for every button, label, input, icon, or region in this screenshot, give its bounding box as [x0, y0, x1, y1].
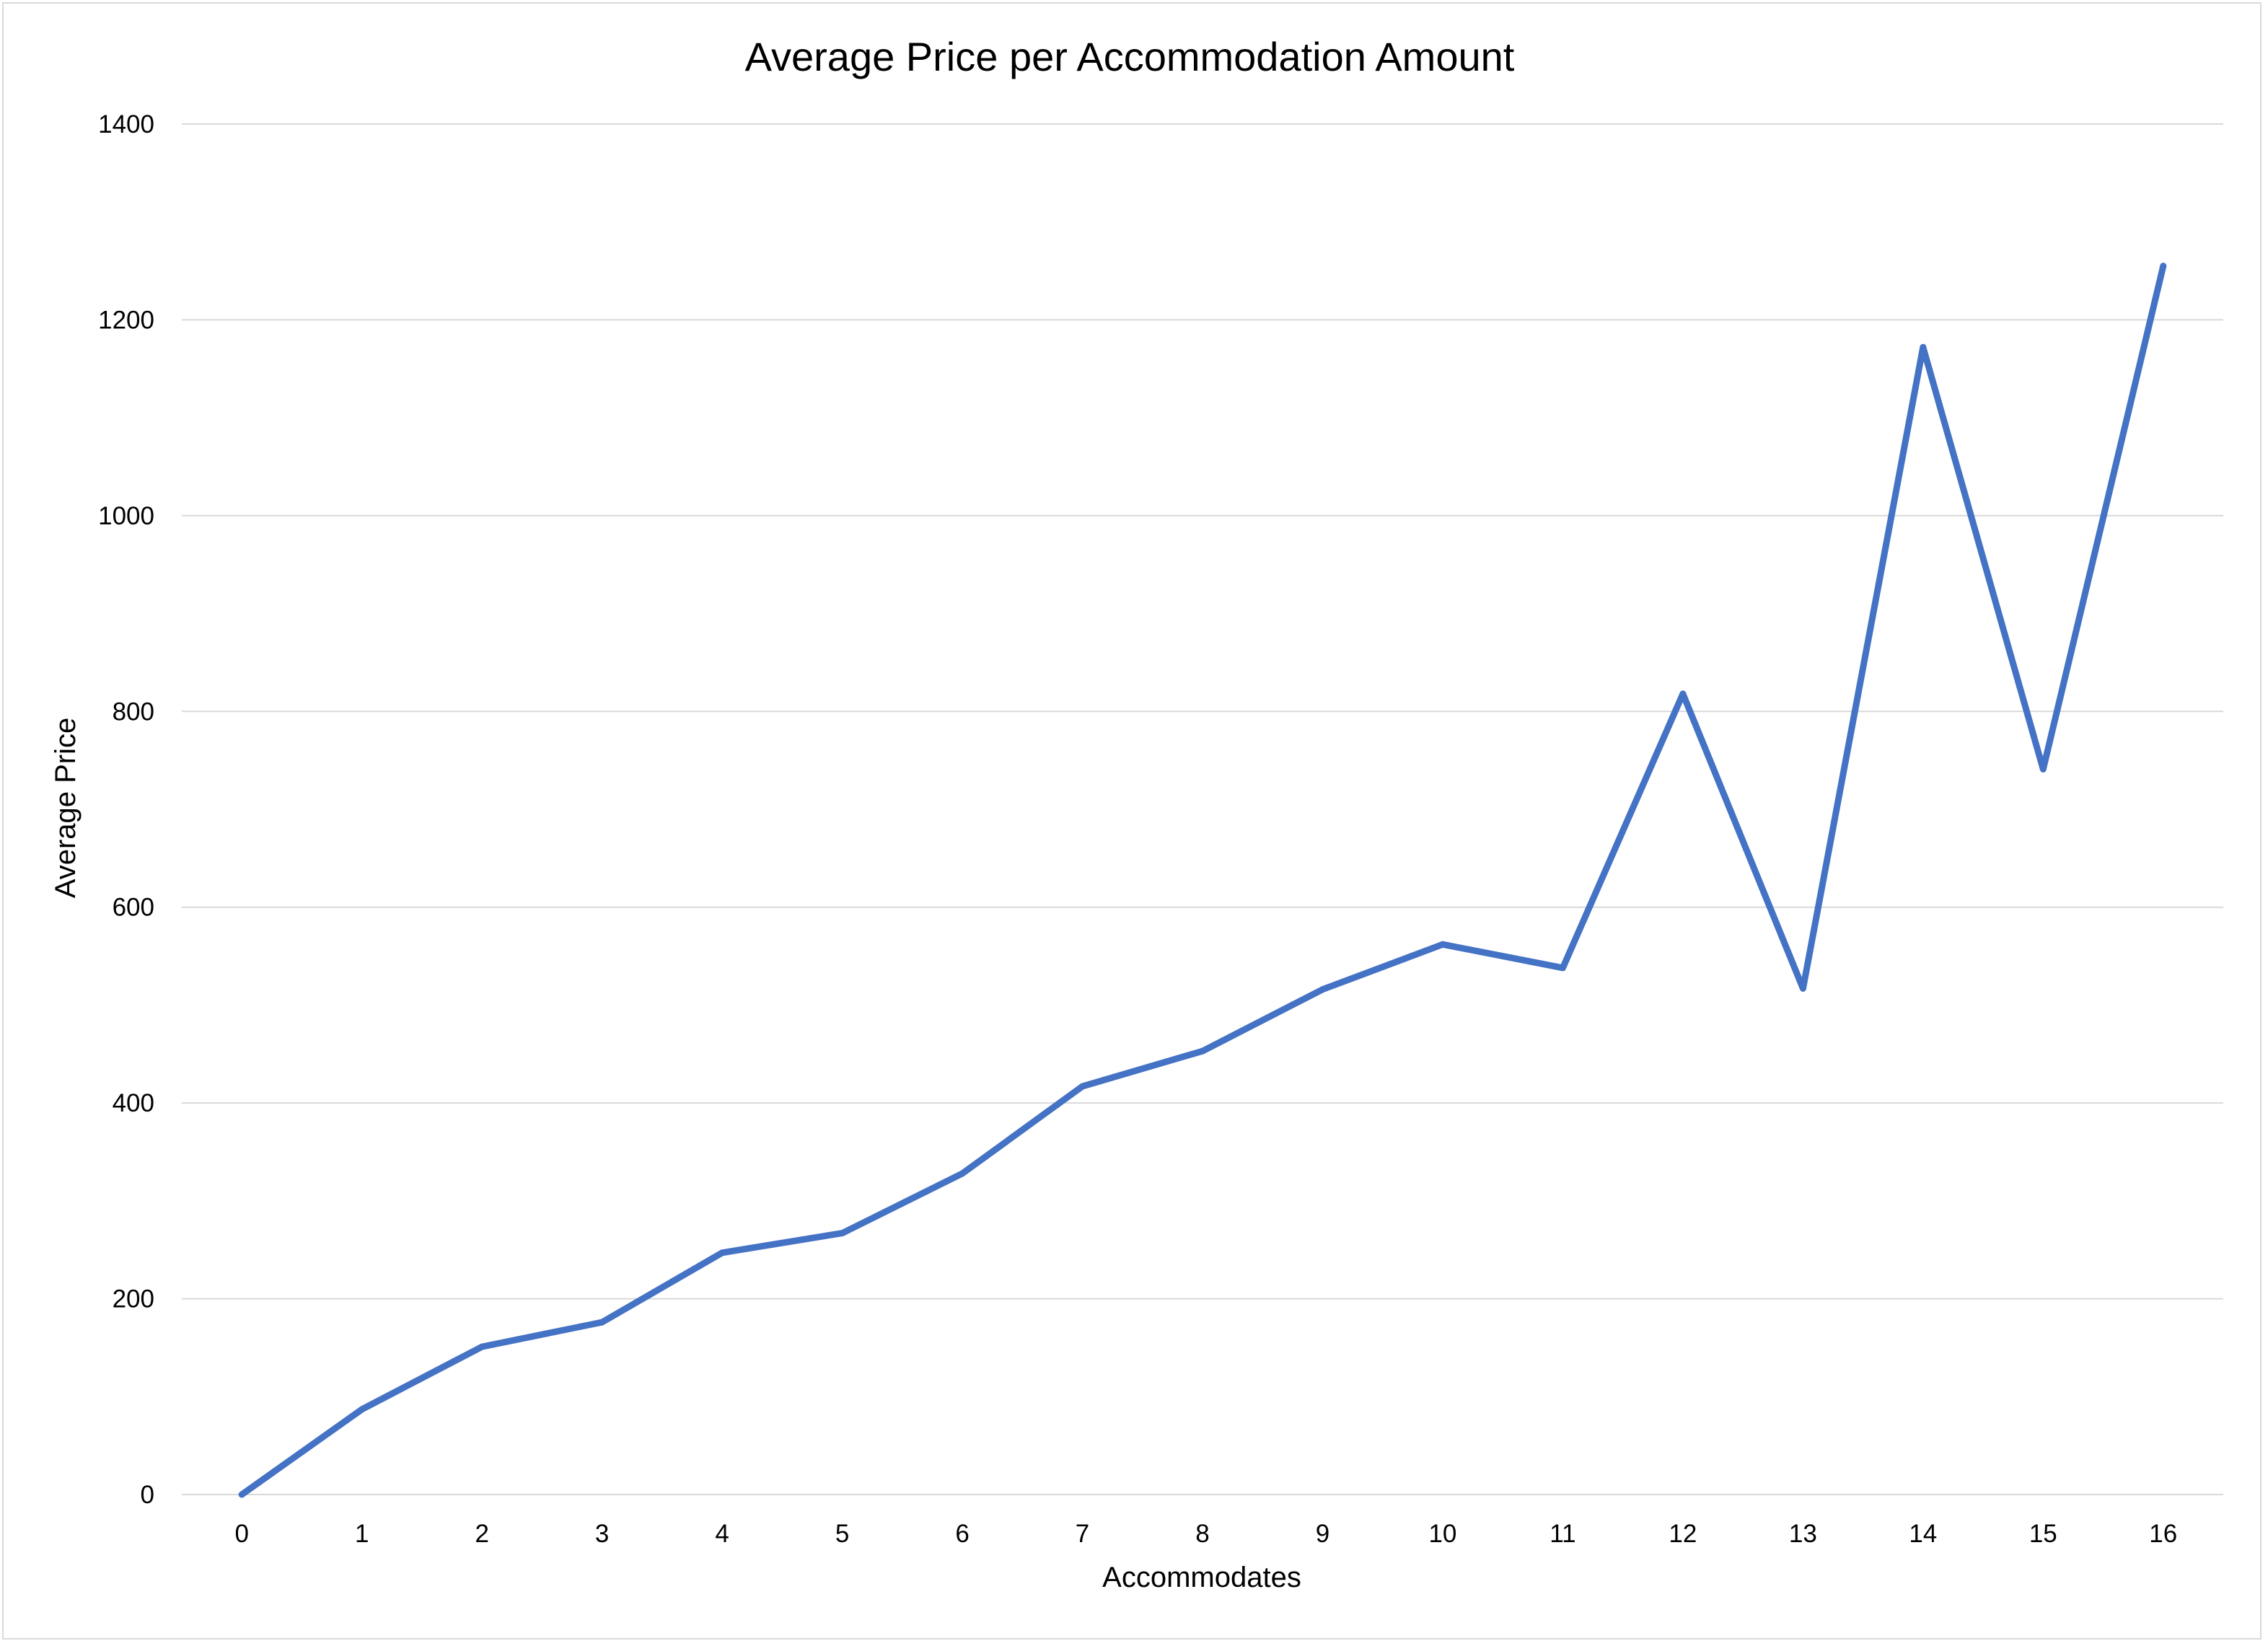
data-point — [1559, 964, 1566, 972]
series-line — [238, 263, 2167, 1498]
x-tick-label: 5 — [835, 1520, 849, 1548]
x-tick-label: 4 — [715, 1520, 729, 1548]
x-tick-label: 7 — [1076, 1520, 1089, 1548]
data-point — [1199, 1047, 1206, 1055]
y-tick-label: 0 — [141, 1481, 154, 1509]
data-point — [478, 1343, 485, 1350]
data-point — [839, 1230, 846, 1237]
data-point — [599, 1319, 606, 1326]
x-axis-title: Accommodates — [1102, 1562, 1301, 1593]
x-tick-label: 9 — [1316, 1520, 1329, 1548]
y-tick-label: 1200 — [98, 306, 154, 334]
x-tick-label: 6 — [955, 1520, 969, 1548]
data-point — [1679, 690, 1687, 697]
gridlines — [182, 123, 2223, 1495]
x-tick-label: 16 — [2149, 1520, 2177, 1548]
x-tick-label: 1 — [355, 1520, 369, 1548]
y-tick-label: 600 — [113, 894, 154, 922]
x-tick-label: 14 — [1909, 1520, 1937, 1548]
data-point — [2039, 765, 2047, 773]
data-point — [238, 1491, 245, 1498]
x-tick-label: 15 — [2029, 1520, 2057, 1548]
x-tick-label: 11 — [1550, 1520, 1575, 1548]
y-axis-title: Average Price — [50, 718, 82, 899]
data-point — [1799, 985, 1806, 992]
data-point — [1079, 1083, 1086, 1090]
y-tick-label: 200 — [113, 1285, 154, 1313]
data-point — [718, 1249, 726, 1256]
data-point — [1439, 941, 1446, 948]
data-point — [959, 1170, 966, 1177]
y-axis-ticks: 0 200 400 600 800 1000 1200 1400 — [98, 110, 154, 1509]
x-tick-label: 12 — [1669, 1520, 1697, 1548]
data-point — [359, 1406, 366, 1413]
data-point — [1319, 986, 1326, 993]
y-tick-label: 400 — [113, 1089, 154, 1117]
x-tick-label: 3 — [595, 1520, 609, 1548]
series-layer — [238, 263, 2167, 1498]
chart-title: Average Price per Accommodation Amount — [745, 34, 1515, 79]
x-tick-label: 0 — [235, 1520, 249, 1548]
y-tick-label: 800 — [113, 697, 154, 726]
y-tick-label: 1000 — [98, 502, 154, 530]
x-tick-label: 8 — [1195, 1520, 1209, 1548]
x-tick-label: 2 — [475, 1520, 488, 1548]
data-point — [2160, 263, 2167, 270]
x-tick-label: 13 — [1789, 1520, 1817, 1548]
y-tick-label: 1400 — [98, 110, 154, 138]
data-point — [1920, 343, 1927, 351]
x-axis-ticks: 0 1 2 3 4 5 6 7 8 9 10 11 12 13 14 15 16 — [235, 1520, 2178, 1548]
x-tick-label: 10 — [1428, 1520, 1456, 1548]
